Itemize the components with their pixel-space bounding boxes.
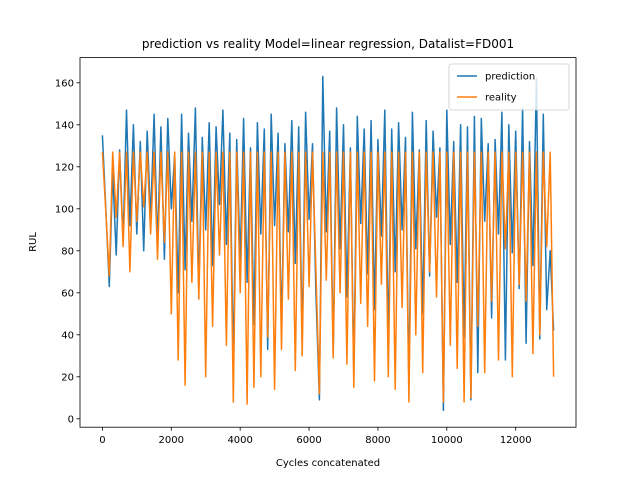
x-tick-label: 10000 — [431, 435, 463, 446]
legend-box — [448, 63, 570, 111]
x-tick-label: 12000 — [500, 435, 532, 446]
series-line-reality — [101, 151, 555, 405]
plot-frame — [79, 57, 577, 428]
y-tick-label: 40 — [61, 330, 74, 341]
x-axis-ticks: 0 2000 4000 6000 8000 10000 12000 — [99, 427, 532, 446]
x-tick-label: 4000 — [227, 435, 252, 446]
y-axis-ticks: 0 20 40 60 80 100 120 140 160 — [55, 78, 80, 425]
x-tick-label: 2000 — [159, 435, 184, 446]
y-axis-label: RUL — [28, 232, 39, 252]
y-tick-label: 140 — [55, 120, 74, 131]
y-tick-label: 80 — [61, 246, 74, 257]
x-axis-label: Cycles concatenated — [276, 458, 380, 469]
series-line-prediction — [101, 75, 555, 412]
y-tick-label: 0 — [68, 414, 74, 425]
x-tick-label: 0 — [99, 435, 105, 446]
y-tick-label: 20 — [61, 372, 74, 383]
x-tick-label: 6000 — [296, 435, 321, 446]
x-tick-label: 8000 — [365, 435, 390, 446]
y-tick-label: 160 — [55, 78, 74, 89]
legend: prediction reality — [448, 63, 570, 111]
legend-label-prediction: prediction — [485, 72, 535, 83]
y-tick-label: 100 — [55, 204, 74, 215]
chart-title: prediction vs reality Model=linear regre… — [142, 37, 514, 51]
y-tick-label: 120 — [55, 162, 74, 173]
legend-label-reality: reality — [485, 93, 517, 104]
y-tick-label: 60 — [61, 288, 74, 299]
series-layer — [101, 75, 555, 412]
